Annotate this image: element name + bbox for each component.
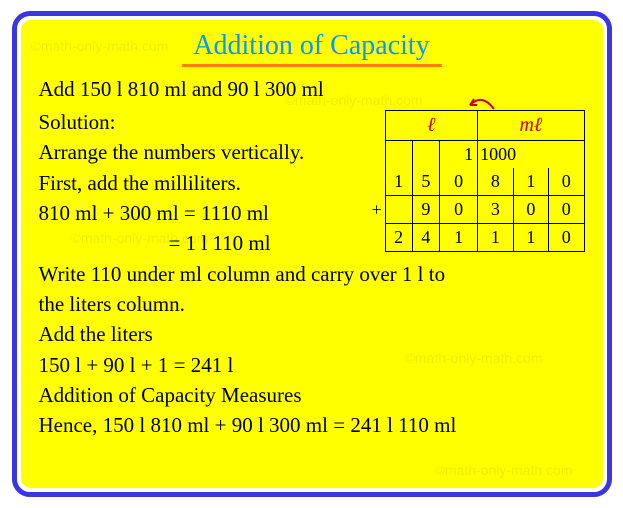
addend-row-1: 1 5 0 8 1 0 — [385, 168, 584, 196]
main-row: Solution: Arrange the numbers vertically… — [39, 108, 585, 260]
r2-l1: + — [385, 196, 412, 224]
page-title: Addition of Capacity — [39, 30, 585, 62]
r2-m1: 3 — [478, 196, 513, 224]
step-add-ml: First, add the milliliters. — [39, 169, 371, 197]
outer-frame: ©math-only-math.com ©math-only-math.com … — [12, 11, 612, 497]
eq-liters-sum: 150 l + 90 l + 1 = 241 l — [39, 351, 585, 379]
step-arrange: Arrange the numbers vertically. — [39, 138, 371, 166]
r1-m2: 1 — [513, 168, 548, 196]
step-write-carry-a: Write 110 under ml column and carry over… — [39, 260, 585, 288]
carry-liters: 1 — [440, 141, 478, 169]
carry-ml: 1000 — [478, 141, 584, 169]
solution-steps-bottom: Write 110 under ml column and carry over… — [39, 260, 585, 440]
s-l1: 2 — [385, 224, 412, 252]
step-write-carry-b: the liters column. — [39, 290, 585, 318]
solution-steps-top: Solution: Arrange the numbers vertically… — [39, 108, 371, 260]
step-measures-label: Addition of Capacity Measures — [39, 381, 585, 409]
r2-m2: 0 — [513, 196, 548, 224]
addend-row-2: + 9 0 3 0 0 — [385, 196, 584, 224]
s-m2: 1 — [513, 224, 548, 252]
r2-m3: 0 — [549, 196, 584, 224]
calculation-table: ℓ mℓ 1 1000 — [385, 110, 585, 252]
content-panel: ©math-only-math.com ©math-only-math.com … — [21, 20, 603, 488]
result-line: Hence, 150 l 810 ml + 90 l 300 ml = 241 … — [39, 411, 585, 439]
r2-l2: 9 — [412, 196, 439, 224]
s-m1: 1 — [478, 224, 513, 252]
plus-sign: + — [372, 199, 382, 220]
s-l2: 4 — [412, 224, 439, 252]
problem-statement: Add 150 l 810 ml and 90 l 300 ml — [39, 77, 585, 102]
carry-row: 1 1000 — [385, 141, 584, 169]
calculation-table-wrap: ℓ mℓ 1 1000 — [385, 110, 585, 252]
watermark: ©math-only-math.com — [435, 462, 573, 478]
col-header-ml: mℓ — [478, 111, 584, 141]
r1-l1: 1 — [385, 168, 412, 196]
r1-m3: 0 — [549, 168, 584, 196]
s-m3: 0 — [549, 224, 584, 252]
col-header-ml-text: mℓ — [519, 114, 542, 136]
r1-m1: 8 — [478, 168, 513, 196]
carry-arrow-icon — [464, 91, 500, 113]
sum-row: 2 4 1 1 1 0 — [385, 224, 584, 252]
eq-ml-convert: = 1 l 110 ml — [39, 229, 371, 257]
r1-l3: 0 — [440, 168, 478, 196]
s-l3: 1 — [440, 224, 478, 252]
title-underline — [182, 64, 442, 67]
step-add-liters: Add the liters — [39, 320, 585, 348]
solution-heading: Solution: — [39, 108, 371, 136]
col-header-liters: ℓ — [385, 111, 478, 141]
r1-l2: 5 — [412, 168, 439, 196]
r2-l3: 0 — [440, 196, 478, 224]
eq-ml-sum: 810 ml + 300 ml = 1110 ml — [39, 199, 371, 227]
